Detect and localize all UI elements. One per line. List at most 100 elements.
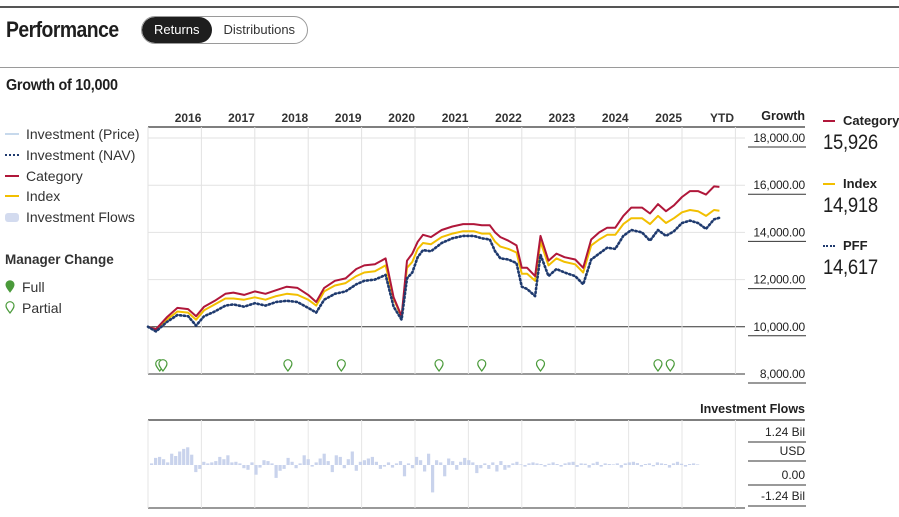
manager-change-pin-icon [477,359,487,373]
flows-bar [587,465,591,468]
flows-bar [406,463,411,465]
flows-bar [475,465,479,474]
legend-item-category[interactable]: Category [5,165,140,186]
legend-label: Investment Flows [26,209,135,226]
flows-bar [374,461,378,465]
flows-bar [182,448,186,465]
flows-bar [451,461,455,465]
x-tick-label: 2025 [655,111,682,125]
manager-change-pin-icon [158,359,168,373]
flows-bar [539,464,543,465]
flows-bar [206,463,210,465]
tab-distributions[interactable]: Distributions [223,22,296,37]
flows-bar [294,465,298,469]
flows-bar [394,463,399,465]
flows-bar [696,464,700,465]
flows-bar [643,464,647,465]
flows-bar [655,462,659,465]
flows-bar [435,460,439,465]
flows-bar [198,465,202,469]
legend-item-full[interactable]: Full [5,276,114,297]
pin-filled-icon [5,280,15,293]
flows-bar [635,463,639,465]
flows-bar [162,459,166,465]
legend-item-investment-price[interactable]: Investment (Price) [5,124,140,145]
flows-title: Investment Flows [700,402,805,416]
summary-value: 14,918 [823,194,878,217]
flows-bar [306,459,310,465]
flows-bar [631,461,635,465]
flows-bar [447,458,451,465]
flows-bar [479,465,483,469]
manager-change-pin-icon [653,359,663,373]
flows-bar [692,463,696,465]
flows-bar [659,463,664,465]
flows-bar [619,465,623,468]
flows-bar [431,465,435,493]
legend-label: Investment (NAV) [26,147,136,164]
x-tick-label: 2017 [228,111,255,125]
flows-bar [555,464,559,465]
flows-axis-ticks: 1.24 Bil USD 0.00 -1.24 Bil [748,425,806,507]
flows-bar [483,463,487,465]
top-rule [0,6,899,8]
series-line-pff [146,216,721,333]
flows-bar [527,463,531,465]
flows-bar [443,465,447,477]
flows-bar [651,465,655,467]
chart-grid [147,126,805,375]
line-swatch-icon [823,119,835,122]
manager-change-title: Manager Change [5,252,114,267]
x-tick-label: 2019 [335,111,362,125]
chart-legend: Investment (Price) Investment (NAV) Cate… [5,124,140,227]
flows-bar [150,463,154,465]
flows-tick-label: USD [780,444,806,458]
y-tick-label: 8,000.00 [760,367,806,381]
section-title: Growth of 10,000 [6,77,118,94]
flows-bar [358,461,362,465]
flows-bar [194,465,198,473]
legend-item-index[interactable]: Index [5,186,140,207]
summary-category: Category 15,926 [823,113,899,155]
flows-bar [423,465,427,472]
flows-bar [410,465,415,469]
line-swatch-icon [5,195,19,198]
flows-bar [354,465,358,471]
flows-bar [218,456,222,465]
legend-label: Full [22,278,45,295]
flows-bar [639,465,643,467]
manager-change-markers [155,359,675,373]
flows-tick-label: 1.24 Bil [765,425,805,439]
flows-bar [427,453,431,465]
flows-bar [402,465,407,477]
flows-bar [214,461,218,465]
flows-bar [338,456,342,465]
flows-bar [519,464,523,465]
x-tick-label: 2020 [388,111,415,125]
flows-bar [615,463,619,465]
line-swatch-icon [823,182,835,185]
flows-bar [386,462,391,465]
legend-item-investment-nav[interactable]: Investment (NAV) [5,145,140,166]
flows-bar [366,458,370,465]
y-axis-label: Growth [761,109,805,123]
flows-bar [647,463,651,465]
tab-returns[interactable]: Returns [142,17,212,43]
flows-tick-label: 0.00 [782,468,806,482]
flows-bar [543,465,547,467]
summary-index: Index 14,918 [823,176,885,218]
flows-bar [346,459,350,465]
y-axis-ticks: 18,000.00 16,000.00 14,000.00 12,000.00 10,0… [748,131,806,384]
flows-bar [531,462,535,465]
view-toggle: Returns Distributions [141,16,309,44]
flows-bar [254,465,258,475]
flows-bar [186,447,190,465]
summary-label: PFF [843,238,868,253]
legend-item-partial[interactable]: Partial [5,297,114,318]
flows-bar [579,463,583,465]
flows-bar [322,453,326,465]
flows-bar [246,465,250,470]
legend-item-investment-flows[interactable]: Investment Flows [5,207,140,228]
series-line-category [147,185,720,331]
flows-bar [503,465,507,470]
